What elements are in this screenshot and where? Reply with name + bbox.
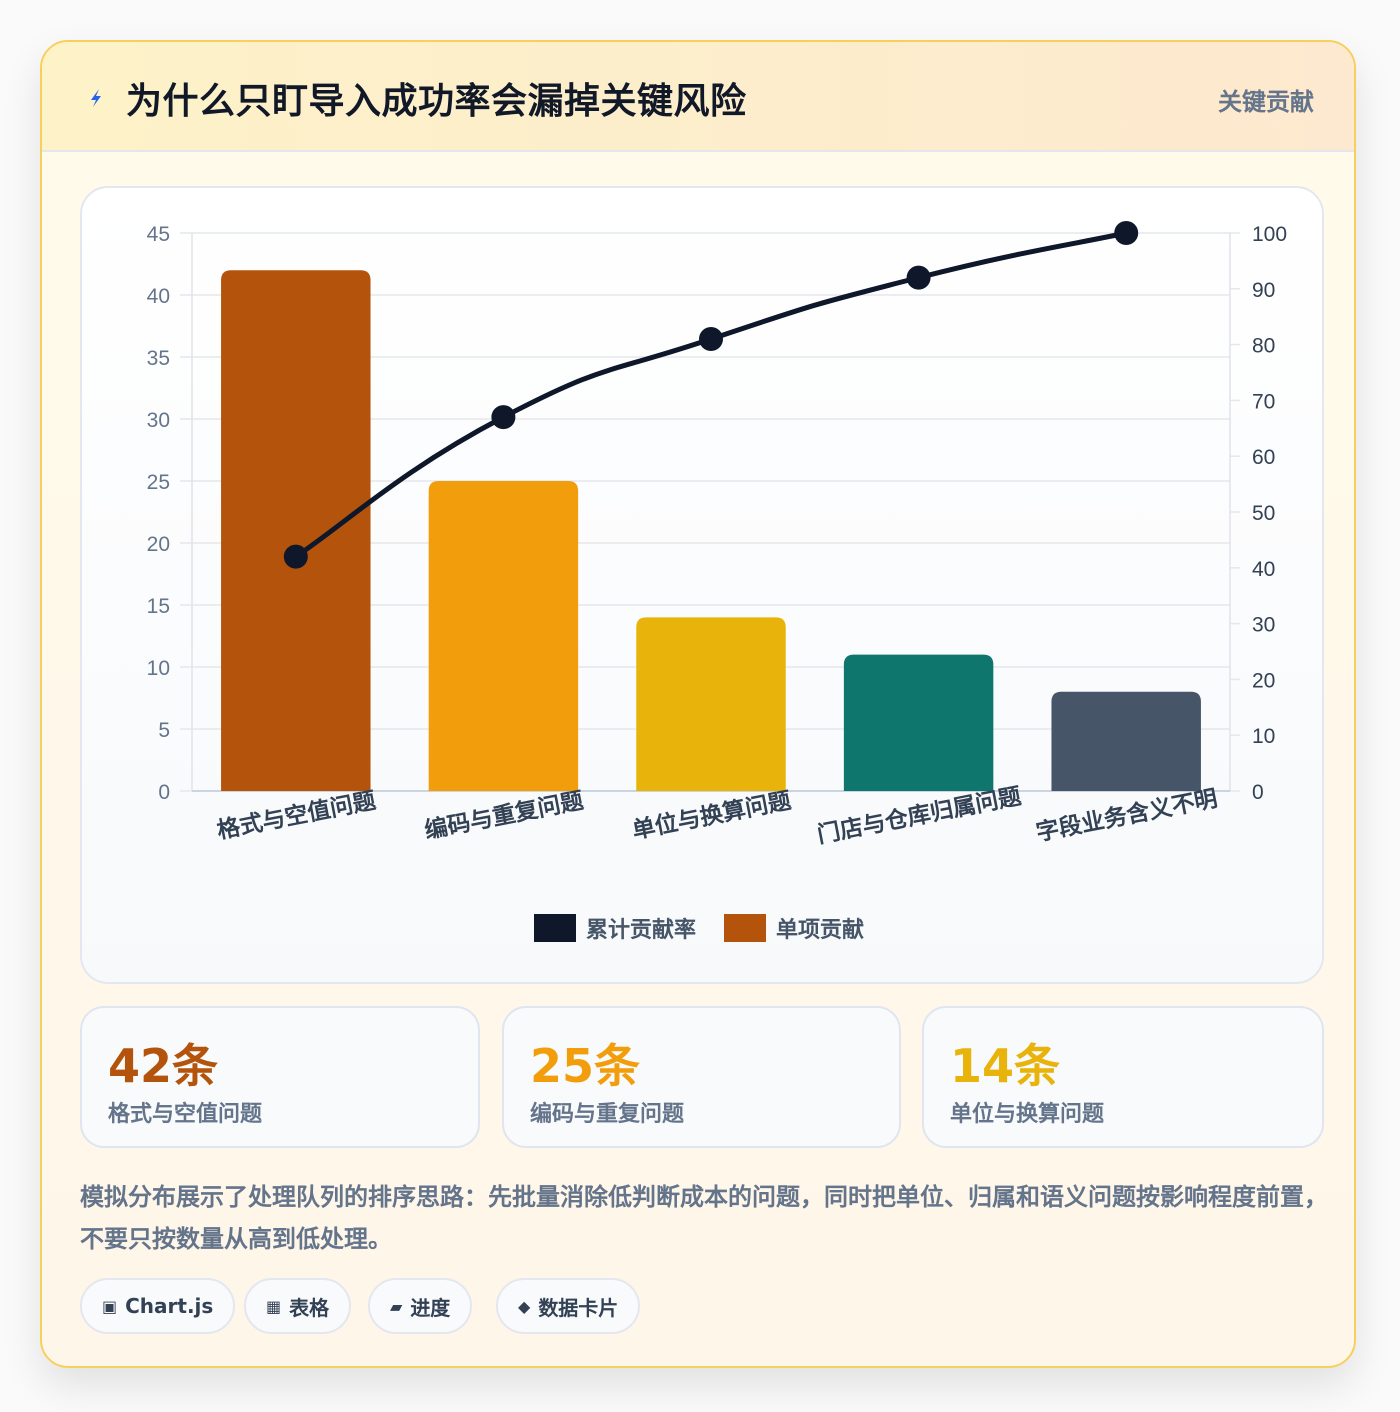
tag-table[interactable]: ▦ 表格 [244, 1278, 352, 1334]
y-right-tick-label: 40 [1252, 558, 1275, 581]
stat-value: 42条 [108, 1039, 219, 1093]
pareto-chart: 0 5 10 15 20 25 30 35 40 45 0 10 20 30 40 50 60 70 80 90 100… [147, 221, 1287, 943]
tag-progress[interactable]: ▰ 进度 [368, 1278, 473, 1334]
cumulative-line [293, 230, 1129, 560]
y-left-tick-label: 5 [158, 719, 170, 742]
x-tick-label: 门店与仓库归属问题 [815, 783, 1023, 849]
y-right-tick-label: 10 [1252, 725, 1275, 748]
legend-label: 单项贡献 [776, 917, 864, 943]
x-tick-label: 格式与空值问题 [215, 787, 378, 844]
y-right-tick-label: 50 [1252, 502, 1275, 525]
y-right-tick-label: 70 [1252, 390, 1275, 413]
y-left-tick-label: 10 [147, 657, 170, 680]
y-left-tick-label: 15 [147, 595, 170, 618]
card-header: 为什么只盯导入成功率会漏掉关键风险 关键贡献 [42, 42, 1354, 152]
x-tick-label: 编码与重复问题 [422, 787, 585, 844]
stat-card-unit: 14条 单位与换算问题 [922, 1006, 1324, 1148]
y-right-tick-label: 0 [1252, 781, 1264, 804]
y-right-tick-label: 30 [1252, 614, 1275, 637]
chart-note: 模拟分布展示了处理队列的排序思路：先批量消除低判断成本的问题，同时把单位、归属和… [80, 1183, 1328, 1253]
bar [843, 654, 994, 791]
bar [1051, 691, 1201, 791]
tag-data-card[interactable]: ◆ 数据卡片 [496, 1278, 641, 1334]
y-left-tick-label: 30 [147, 409, 170, 432]
line-point [491, 405, 516, 430]
tag-label: 数据卡片 [538, 1295, 619, 1320]
y-right-tick-label: 80 [1252, 335, 1275, 358]
stat-label: 编码与重复问题 [530, 1102, 685, 1127]
stat-card-encoding: 25条 编码与重复问题 [502, 1006, 901, 1148]
chart-panel: 0 5 10 15 20 25 30 35 40 45 0 10 20 30 40 50 60 70 80 90 100… [80, 186, 1324, 984]
bar [636, 617, 786, 791]
line-point [699, 327, 723, 352]
y-right-tick-label: 60 [1252, 446, 1275, 469]
stat-card-format: 42条 格式与空值问题 [80, 1006, 480, 1148]
stat-label: 单位与换算问题 [950, 1102, 1105, 1127]
stat-value: 25条 [530, 1039, 641, 1093]
y-right-tick-label: 20 [1252, 669, 1275, 692]
y-left-tick-label: 35 [147, 347, 170, 370]
legend-swatch [534, 914, 576, 942]
x-tick-label: 字段业务含义不明 [1034, 785, 1220, 847]
line-point [906, 265, 931, 290]
lightning-icon [91, 89, 101, 107]
legend-swatch [724, 914, 766, 942]
progress-icon: ▰ [390, 1296, 403, 1316]
y-left-tick-label: 20 [147, 533, 170, 556]
y-right-tick-label: 90 [1252, 279, 1275, 302]
bar [221, 270, 371, 791]
y-left-tick-label: 25 [147, 471, 170, 494]
tag-chartjs[interactable]: ▣ Chart.js [80, 1278, 236, 1334]
y-left-tick-label: 40 [147, 285, 170, 308]
tag-label: Chart.js [125, 1294, 214, 1318]
y-left-tick-label: 0 [158, 781, 170, 804]
y-left-tick-label: 45 [147, 223, 170, 246]
line-point [283, 544, 308, 569]
table-icon: ▦ [266, 1296, 282, 1316]
chart-card: 为什么只盯导入成功率会漏掉关键风险 关键贡献 0 5 10 15 20 25 30 35 40 4… [40, 40, 1356, 1368]
tag-label: 表格 [289, 1295, 330, 1320]
stat-label: 格式与空值问题 [108, 1102, 263, 1127]
legend-label: 累计贡献率 [586, 917, 696, 943]
x-tick-label: 单位与换算问题 [630, 787, 793, 844]
bar [428, 481, 579, 791]
line-point [1114, 221, 1139, 245]
header-badge: 关键贡献 [1218, 88, 1314, 116]
data-card-icon: ◆ [518, 1296, 531, 1316]
stat-value: 14条 [950, 1039, 1061, 1093]
card-title: 为什么只盯导入成功率会漏掉关键风险 [126, 81, 747, 122]
tag-label: 进度 [410, 1295, 451, 1320]
chart-icon: ▣ [102, 1296, 118, 1316]
y-right-tick-label: 100 [1252, 223, 1287, 246]
